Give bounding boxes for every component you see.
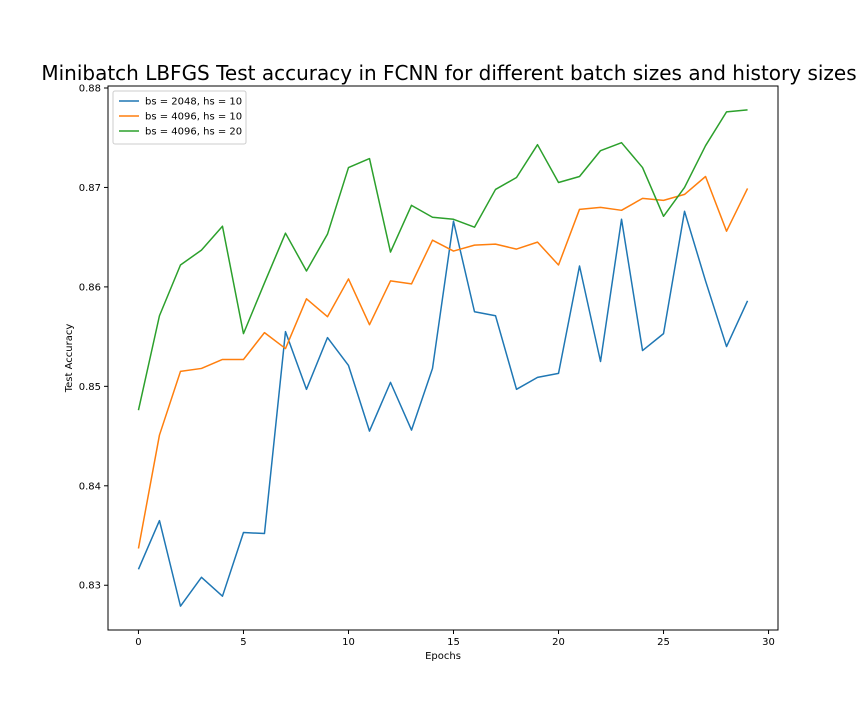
x-axis: 0 5 10 15 20 25 30	[135, 630, 775, 648]
series-line-3	[137, 109, 748, 411]
y-tick-label: 0.88	[79, 83, 101, 94]
y-axis-label: Test Accuracy	[64, 324, 75, 394]
x-tick-label: 5	[240, 637, 246, 648]
plot-frame	[107, 85, 779, 631]
y-tick-label: 0.87	[79, 183, 101, 194]
y-axis: 0.83 0.84 0.85 0.86 0.87 0.88	[79, 83, 108, 592]
y-tick-label: 0.84	[79, 481, 101, 492]
x-tick-label: 15	[447, 637, 460, 648]
legend-box	[112, 90, 247, 145]
x-tick-label: 10	[342, 637, 355, 648]
chart-title: Minibatch LBFGS Test accuracy in FCNN fo…	[41, 61, 856, 85]
y-tick-label: 0.86	[79, 282, 101, 293]
x-tick-label: 25	[657, 637, 670, 648]
legend-label-2: bs = 4096, hs = 10	[145, 112, 242, 123]
y-tick-label: 0.83	[79, 581, 101, 592]
series-layer	[137, 109, 749, 607]
y-tick-label: 0.85	[79, 382, 101, 393]
series-line-1	[137, 210, 749, 607]
x-tick-label: 30	[762, 637, 775, 648]
legend: bs = 2048, hs = 10 bs = 4096, hs = 10 bs =…	[112, 90, 247, 145]
x-tick-label: 20	[552, 637, 565, 648]
legend-label-1: bs = 2048, hs = 10	[145, 97, 242, 108]
series-line-2	[137, 175, 749, 549]
legend-label-3: bs = 4096, hs = 20	[145, 127, 242, 138]
x-tick-label: 0	[135, 637, 141, 648]
x-axis-label: Epochs	[425, 651, 461, 662]
